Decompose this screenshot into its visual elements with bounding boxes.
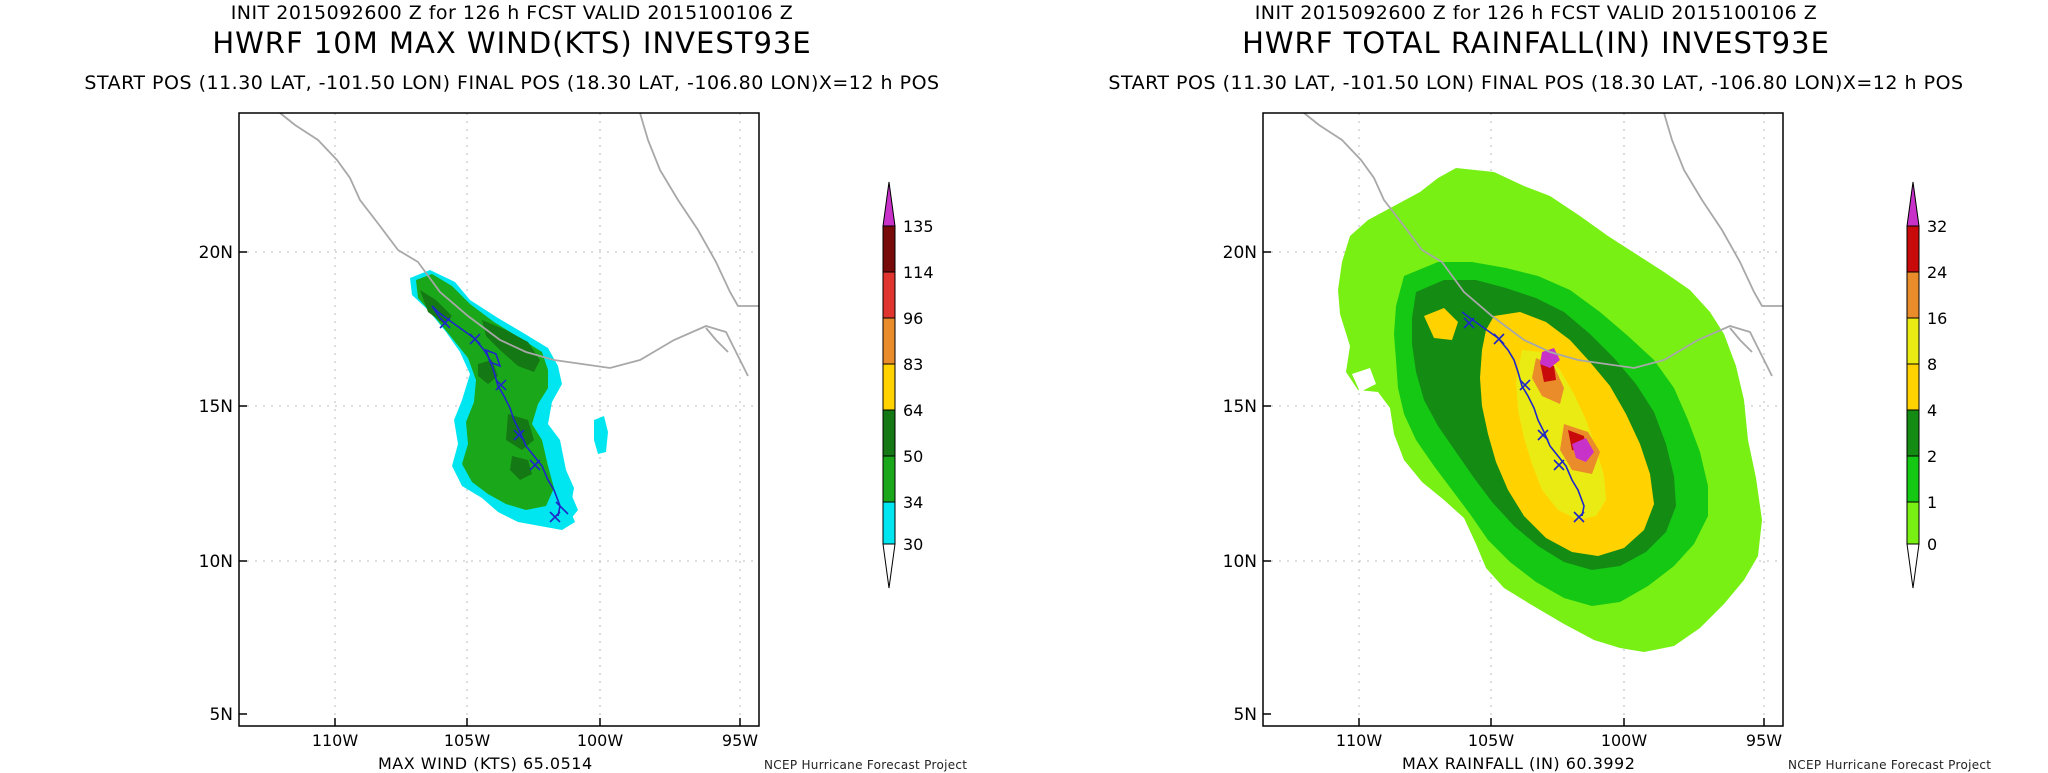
rain-field-gap bbox=[1352, 368, 1376, 392]
wind-max-value: MAX WIND (KTS) 65.0514 bbox=[378, 754, 593, 773]
wind-colorbar-label: 64 bbox=[903, 401, 923, 420]
rain-map: 20N 15N 10N 5N 110W 105W 100W 95W bbox=[1223, 112, 1947, 750]
rain-colorbar-bin bbox=[1906, 363, 1920, 411]
wind-colorbar: 135 114 96 83 64 50 34 30 bbox=[882, 181, 934, 589]
wind-colorbar-label: 135 bbox=[903, 217, 934, 236]
rain-map-frame bbox=[1262, 112, 1784, 727]
wind-colorbar-bin bbox=[882, 271, 896, 319]
wind-contour-50 bbox=[478, 360, 498, 384]
wind-colorbar-bottom-arrow bbox=[882, 543, 896, 589]
rain-colorbar-label: 2 bbox=[1927, 447, 1937, 466]
wind-colorbar-label: 96 bbox=[903, 309, 923, 328]
wind-colorbar-label: 30 bbox=[903, 535, 923, 554]
wind-lat-label-15n: 15N bbox=[199, 397, 233, 417]
rain-lat-label-10n: 10N bbox=[1223, 552, 1257, 572]
wind-contour-30-fragment bbox=[594, 416, 608, 454]
rain-colorbar-top-arrow bbox=[1906, 181, 1920, 227]
rain-colorbar-bottom-arrow bbox=[1906, 543, 1920, 589]
rain-colorbar-bin bbox=[1906, 409, 1920, 457]
rain-colorbar-bin bbox=[1906, 225, 1920, 273]
wind-colorbar-label: 83 bbox=[903, 355, 923, 374]
wind-track-markers bbox=[439, 317, 561, 523]
rain-colorbar-bin bbox=[1906, 501, 1920, 545]
rain-lon-labels: 110W 105W 100W 95W bbox=[1336, 731, 1782, 750]
rain-colorbar-label: 4 bbox=[1927, 401, 1937, 420]
rain-track-markers bbox=[1463, 317, 1585, 523]
wind-colorbar-bin bbox=[882, 501, 896, 545]
wind-lat-label-10n: 10N bbox=[199, 552, 233, 572]
wind-credit: NCEP Hurricane Forecast Project bbox=[764, 758, 968, 772]
wind-colorbar-label: 34 bbox=[903, 493, 923, 512]
rain-colorbar-label: 24 bbox=[1927, 263, 1947, 282]
wind-axis-ticks bbox=[239, 251, 741, 726]
rain-position-line: START POS (11.30 LAT, -101.50 LON) FINAL… bbox=[1108, 72, 1964, 94]
rain-lon-label-110w: 110W bbox=[1336, 731, 1383, 750]
wind-colorbar-bin bbox=[882, 455, 896, 503]
wind-contour-50 bbox=[510, 456, 532, 480]
rain-colorbar-label: 16 bbox=[1927, 309, 1947, 328]
rain-coastline bbox=[1303, 112, 1783, 377]
rain-lat-label-5n: 5N bbox=[1233, 705, 1257, 725]
wind-lon-label-105w: 105W bbox=[444, 731, 491, 750]
wind-position-line: START POS (11.30 LAT, -101.50 LON) FINAL… bbox=[84, 72, 940, 94]
wind-lon-labels: 110W 105W 100W 95W bbox=[312, 731, 758, 750]
rain-lat-labels: 20N 15N 10N 5N bbox=[1223, 243, 1257, 725]
rain-colorbar-label: 1 bbox=[1927, 493, 1937, 512]
rain-contour-4 bbox=[1424, 308, 1458, 340]
rain-contour-8 bbox=[1516, 350, 1606, 520]
wind-coastline bbox=[279, 112, 759, 377]
wind-gridlines bbox=[238, 113, 759, 726]
wind-lon-label-100w: 100W bbox=[577, 731, 624, 750]
wind-map: 20N 15N 10N 5N 110W 105W 100W 95W bbox=[199, 112, 934, 750]
wind-colorbar-label: 114 bbox=[903, 263, 934, 282]
rain-init-line: INIT 2015092600 Z for 126 h FCST VALID 2… bbox=[1254, 2, 1818, 24]
rain-lat-label-20n: 20N bbox=[1223, 243, 1257, 263]
wind-lat-labels: 20N 15N 10N 5N bbox=[199, 243, 233, 725]
rain-colorbar-label: 8 bbox=[1927, 355, 1937, 374]
wind-colorbar-bin bbox=[882, 317, 896, 365]
rain-lon-label-105w: 105W bbox=[1468, 731, 1515, 750]
wind-title: HWRF 10M MAX WIND(KTS) INVEST93E bbox=[212, 26, 812, 60]
wind-map-frame bbox=[238, 112, 760, 727]
rain-axis-ticks bbox=[1263, 251, 1765, 726]
wind-contour-30-fragment bbox=[560, 496, 578, 520]
rain-max-value: MAX RAINFALL (IN) 60.3992 bbox=[1402, 754, 1636, 773]
rain-lon-label-95w: 95W bbox=[1746, 731, 1782, 750]
wind-colorbar-label: 50 bbox=[903, 447, 923, 466]
wind-lon-label-95w: 95W bbox=[722, 731, 758, 750]
rain-contour-32 bbox=[1572, 438, 1594, 462]
rain-colorbar-bin bbox=[1906, 271, 1920, 319]
rain-lon-label-100w: 100W bbox=[1601, 731, 1648, 750]
rain-credit: NCEP Hurricane Forecast Project bbox=[1788, 758, 1992, 772]
rain-title: HWRF TOTAL RAINFALL(IN) INVEST93E bbox=[1242, 26, 1830, 60]
wind-colorbar-bin bbox=[882, 409, 896, 457]
rain-contour-24 bbox=[1540, 362, 1556, 382]
wind-lat-label-20n: 20N bbox=[199, 243, 233, 263]
wind-lon-label-110w: 110W bbox=[312, 731, 359, 750]
rain-lat-label-15n: 15N bbox=[1223, 397, 1257, 417]
wind-colorbar-bin bbox=[882, 225, 896, 273]
rain-colorbar-bin bbox=[1906, 455, 1920, 503]
wind-colorbar-top-arrow bbox=[882, 181, 896, 227]
rain-colorbar-label: 0 bbox=[1927, 535, 1937, 554]
wind-panel: INIT 2015092600 Z for 126 h FCST VALID 2… bbox=[0, 0, 1024, 773]
wind-contour-34 bbox=[416, 274, 554, 510]
rain-colorbar-bin bbox=[1906, 317, 1920, 365]
rain-colorbar: 32 24 16 8 4 2 1 0 bbox=[1906, 181, 1947, 589]
rain-colorbar-label: 32 bbox=[1927, 217, 1947, 236]
wind-lat-label-5n: 5N bbox=[209, 705, 233, 725]
rain-panel: INIT 2015092600 Z for 126 h FCST VALID 2… bbox=[1024, 0, 2048, 773]
wind-init-line: INIT 2015092600 Z for 126 h FCST VALID 2… bbox=[230, 2, 794, 24]
wind-colorbar-bin bbox=[882, 363, 896, 411]
